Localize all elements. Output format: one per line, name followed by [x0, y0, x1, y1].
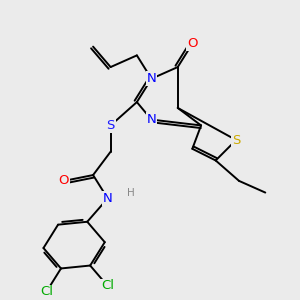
Text: O: O [187, 37, 198, 50]
Text: S: S [232, 134, 240, 146]
Text: N: N [147, 113, 156, 126]
Text: H: H [127, 188, 135, 198]
Text: Cl: Cl [101, 280, 114, 292]
Text: S: S [106, 119, 115, 132]
Text: N: N [147, 72, 156, 85]
Text: O: O [58, 174, 69, 188]
Text: Cl: Cl [40, 285, 53, 298]
Text: N: N [103, 192, 112, 205]
